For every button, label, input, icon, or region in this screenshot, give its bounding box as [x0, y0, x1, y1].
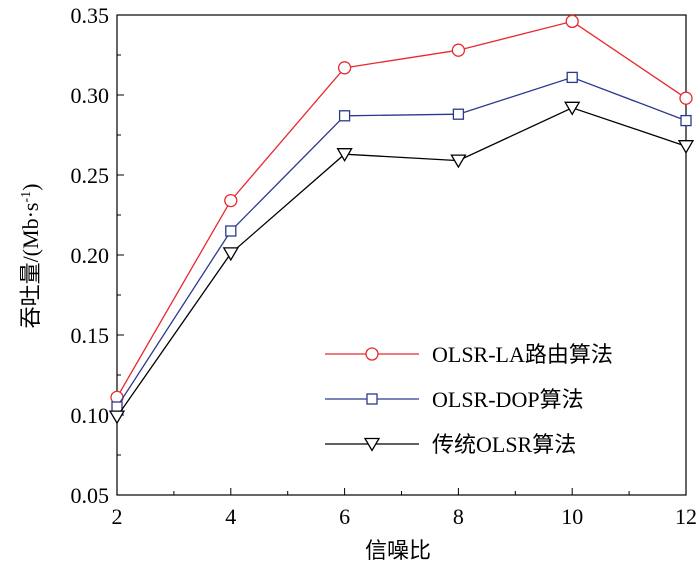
legend-label: OLSR-DOP算法 [432, 387, 584, 412]
y-tick-label: 0.10 [71, 403, 110, 428]
legend-label: OLSR-LA路由算法 [432, 342, 613, 367]
x-tick-label: 10 [561, 504, 583, 529]
y-axis-label-superscript: -1 [19, 191, 34, 203]
x-tick-label: 8 [453, 504, 464, 529]
x-axis-label: 信噪比 [365, 538, 431, 563]
data-point [452, 108, 465, 120]
x-tick-label: 6 [339, 504, 350, 529]
data-point [108, 410, 126, 425]
data-point [450, 154, 467, 169]
legend-label: 传统OLSR算法 [432, 432, 576, 457]
x-tick-label: 4 [225, 504, 236, 529]
y-tick-label: 0.05 [71, 483, 110, 508]
series-line [116, 76, 687, 408]
y-tick-label: 0.30 [71, 83, 110, 108]
series-line [116, 107, 687, 417]
y-axis-label-end: ) [18, 184, 43, 191]
y-tick-label: 0.20 [71, 243, 110, 268]
data-point [566, 71, 578, 84]
data-point [337, 61, 352, 75]
legend-item: OLSR-LA路由算法 [325, 342, 613, 367]
y-tick-label: 0.25 [71, 163, 110, 188]
series-2 [111, 71, 692, 413]
y-axis: 0.05 0.10 0.15 0.20 0.25 0.30 0.35 [71, 3, 124, 508]
legend-marker [365, 347, 379, 361]
data-point [677, 140, 695, 154]
plot-border [116, 14, 687, 496]
y-tick-label: 0.35 [71, 3, 110, 28]
data-point [679, 91, 693, 105]
series-layer [108, 14, 695, 425]
legend-marker [366, 393, 378, 405]
data-point [680, 114, 692, 127]
data-point [565, 14, 579, 29]
data-point [225, 225, 237, 237]
y-axis-label: 吞吐量/(Mb·s-1) [18, 184, 43, 329]
data-point [224, 193, 238, 208]
series-1 [110, 14, 693, 405]
x-tick-label: 2 [112, 504, 123, 529]
series-3 [108, 101, 695, 425]
series-line [116, 20, 687, 398]
legend-item: 传统OLSR算法 [325, 432, 576, 457]
data-point [222, 247, 239, 262]
data-point [564, 101, 581, 116]
x-axis: 2 4 6 8 10 12 [112, 488, 697, 529]
x-tick-label: 12 [675, 504, 697, 529]
y-axis-label-main: 吞吐量/(Mb·s [18, 203, 43, 329]
plot-area [116, 14, 687, 496]
data-point [338, 110, 351, 122]
data-point [451, 43, 466, 57]
y-tick-label: 0.15 [71, 323, 110, 348]
data-point [336, 148, 353, 162]
legend-item: OLSR-DOP算法 [325, 387, 584, 412]
legend-marker [363, 437, 381, 452]
